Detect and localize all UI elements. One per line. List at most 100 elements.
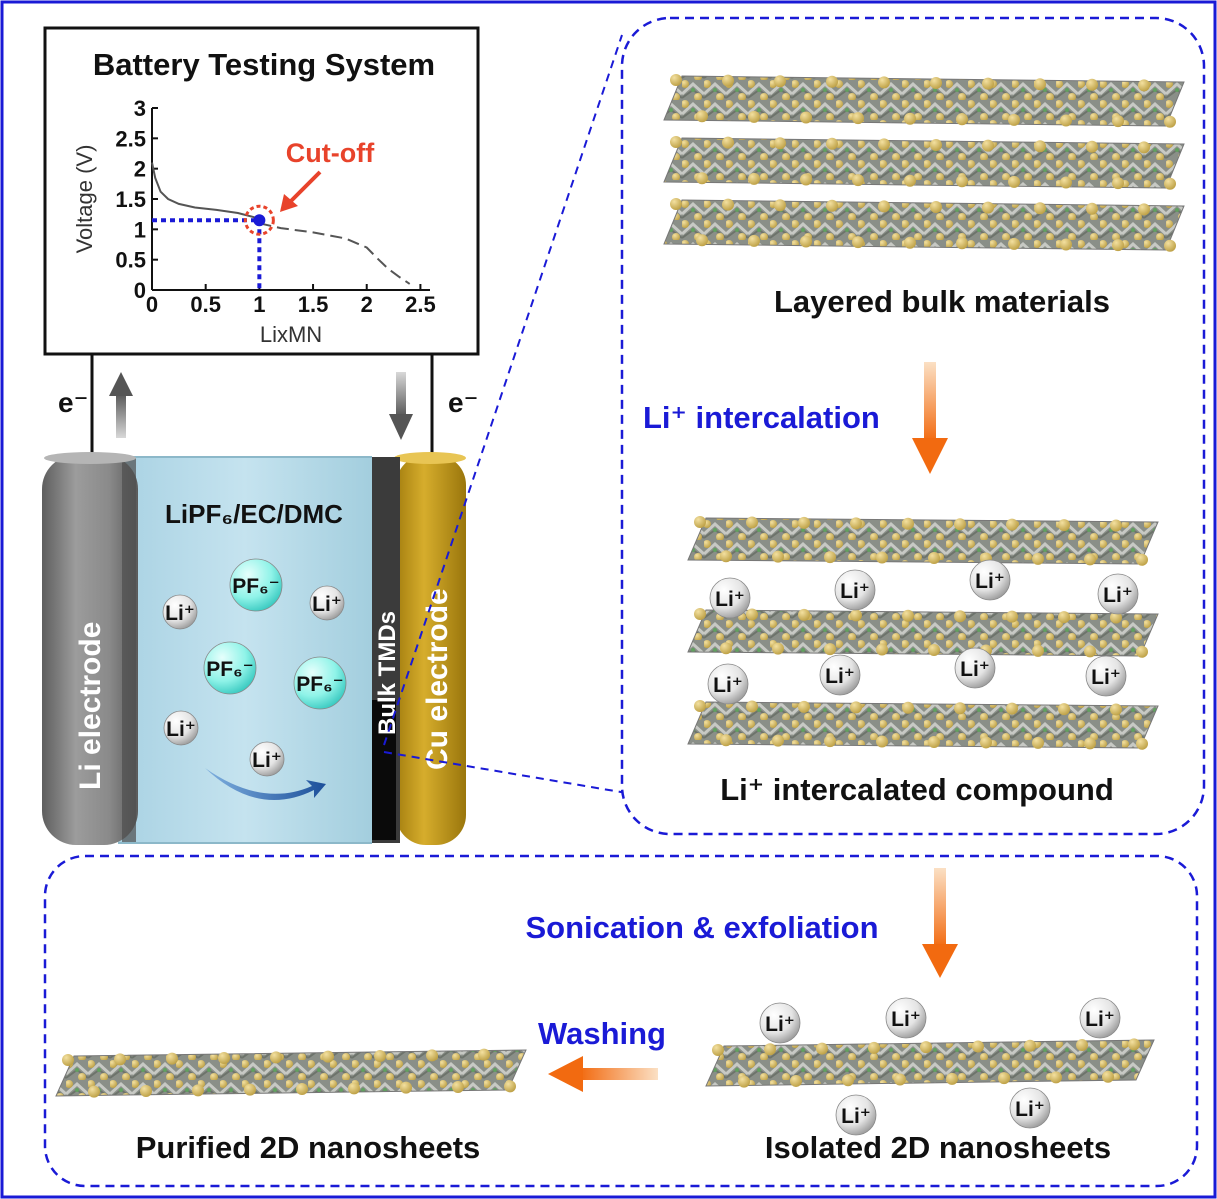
ion-label: PF₆⁻ <box>206 658 253 681</box>
ion-label: PF₆⁻ <box>296 673 343 696</box>
battery-tester: Battery Testing System 00.511.522.53 0 0.… <box>43 26 480 356</box>
series-line-solid <box>151 162 260 222</box>
exfoliation-panel: Sonication & exfoliation Li⁺ Li⁺ Li⁺ Li⁺ Li⁺… <box>43 854 1199 1188</box>
li-ion: Li⁺ <box>707 663 749 705</box>
cutoff-point <box>253 214 266 227</box>
purified-sheet <box>55 1048 527 1098</box>
purified-sheet-illustration <box>55 1048 527 1098</box>
x-tick-label: 1.5 <box>298 292 329 317</box>
x-tick-label: 0 <box>146 292 158 317</box>
tester-title: Battery Testing System <box>93 47 435 82</box>
cutoff-guides <box>152 218 262 290</box>
intercalation-step-label: Li⁺ intercalation <box>643 400 880 435</box>
cutoff-arrow <box>288 170 322 204</box>
y-tick-label: 2.5 <box>115 126 146 151</box>
y-tick-label: 1.5 <box>115 187 146 212</box>
bulk-tmd-dark <box>372 700 396 840</box>
y-tick-label: 0 <box>134 278 146 303</box>
ion-label: Li⁺ <box>891 1008 921 1031</box>
x-tick-label: 0.5 <box>190 292 221 317</box>
purified-label: Purified 2D nanosheets <box>136 1130 481 1165</box>
cutoff-arrowhead <box>280 194 298 212</box>
bulk-layer <box>663 136 1185 190</box>
ion-label: Li⁺ <box>165 602 195 625</box>
y-tick-label: 3 <box>134 96 146 121</box>
intercalated-layer <box>687 700 1159 750</box>
ion-label: Li⁺ <box>1015 1098 1045 1121</box>
li-ion: Li⁺ <box>885 997 927 1039</box>
sonication-arrowhead <box>922 944 958 978</box>
intercalated-layer <box>687 608 1159 658</box>
ion-label: Li⁺ <box>166 718 196 741</box>
electron-right-label: e⁻ <box>448 387 478 418</box>
electron-left-label: e⁻ <box>58 387 88 418</box>
y-tick-label: 0.5 <box>115 248 146 273</box>
li-ion: Li⁺ <box>835 1094 877 1136</box>
electron-arrow-up <box>109 372 133 438</box>
ion-label: Li⁺ <box>960 658 990 681</box>
zoom-line-bottom <box>383 751 669 801</box>
bulk-layer <box>663 198 1185 252</box>
ion-group: PF₆⁻ Li⁺ Li⁺ PF₆⁻ PF₆⁻ Li⁺ Li⁺ <box>162 558 347 777</box>
y-tick-label: 2 <box>134 157 146 182</box>
layered-bulk-illustration <box>663 74 1185 252</box>
li-ion: Li⁺ <box>1097 573 1139 615</box>
isolated-label: Isolated 2D nanosheets <box>765 1130 1111 1165</box>
ion-label: Li⁺ <box>841 1105 871 1128</box>
pf6-ion: PF₆⁻ <box>229 558 283 612</box>
x-tick-label: 1 <box>253 292 265 317</box>
y-axis-label: Voltage (V) <box>72 145 97 254</box>
ion-label: Li⁺ <box>840 580 870 603</box>
cu-electrode-label: Cu electrode <box>421 588 454 770</box>
washing-arrow <box>580 1068 658 1080</box>
ion-label: Li⁺ <box>312 593 342 616</box>
intercalated-compound-label: Li⁺ intercalated compound <box>720 772 1114 807</box>
ion-label: Li⁺ <box>1091 666 1121 689</box>
x-axis-label: LixMN <box>260 322 322 347</box>
series-line-dashed <box>259 222 411 285</box>
li-ion: Li⁺ <box>954 647 996 689</box>
pf6-ion: PF₆⁻ <box>293 656 347 710</box>
li-ion: Li⁺ <box>162 594 198 630</box>
layered-bulk-label: Layered bulk materials <box>774 284 1110 319</box>
sonication-step-label: Sonication & exfoliation <box>525 910 878 945</box>
intercalation-arrow <box>924 362 936 442</box>
bulk-layer <box>663 74 1185 128</box>
li-ion: Li⁺ <box>969 559 1011 601</box>
intercalated-illustration: Li⁺ Li⁺ Li⁺ Li⁺ Li⁺ Li⁺ Li⁺ Li⁺ <box>687 516 1159 750</box>
ion-label: Li⁺ <box>765 1013 795 1036</box>
isolated-sheet <box>705 1038 1155 1088</box>
li-ion: Li⁺ <box>249 741 285 777</box>
electrolyte-label: LiPF₆/EC/DMC <box>165 499 343 529</box>
x-tick-label: 2.5 <box>405 292 436 317</box>
battery-cell: LiPF₆/EC/DMC Li electrode Bulk TMDs Cu e… <box>42 452 466 845</box>
li-ion: Li⁺ <box>834 569 876 611</box>
li-ion: Li⁺ <box>1009 1087 1051 1129</box>
tester-box <box>43 26 480 356</box>
ion-label: Li⁺ <box>715 588 745 611</box>
y-ticks: 0 0.5 1 1.5 2 2.5 3 <box>115 96 158 303</box>
washing-step-label: Washing <box>538 1016 666 1051</box>
ion-label: Li⁺ <box>1103 584 1133 607</box>
intercalation-panel: Layered bulk materials Li⁺ intercalation… <box>620 16 1206 836</box>
ion-label: PF₆⁻ <box>232 575 279 598</box>
cutoff-label: Cut-off <box>286 138 375 168</box>
washing-arrowhead <box>548 1056 583 1092</box>
li-ion: Li⁺ <box>709 577 751 619</box>
ion-label: Li⁺ <box>825 665 855 688</box>
li-ion: Li⁺ <box>163 710 199 746</box>
ion-label: Li⁺ <box>252 749 282 772</box>
li-ion: Li⁺ <box>1079 997 1121 1039</box>
y-tick-label: 1 <box>134 217 146 242</box>
series-group <box>151 162 411 285</box>
li-electrode <box>42 455 138 845</box>
electron-arrow-down <box>389 372 413 440</box>
voltage-plot: 00.511.522.53 0 0.5 1 1.5 2 2.5 Voltage (V) L… <box>72 96 436 347</box>
ion-label: Li⁺ <box>975 570 1005 593</box>
x-tick-label: 2 <box>361 292 373 317</box>
cu-electrode-top <box>394 452 466 464</box>
li-electrode-label: Li electrode <box>74 622 107 790</box>
intercalation-arrowhead <box>912 438 948 474</box>
